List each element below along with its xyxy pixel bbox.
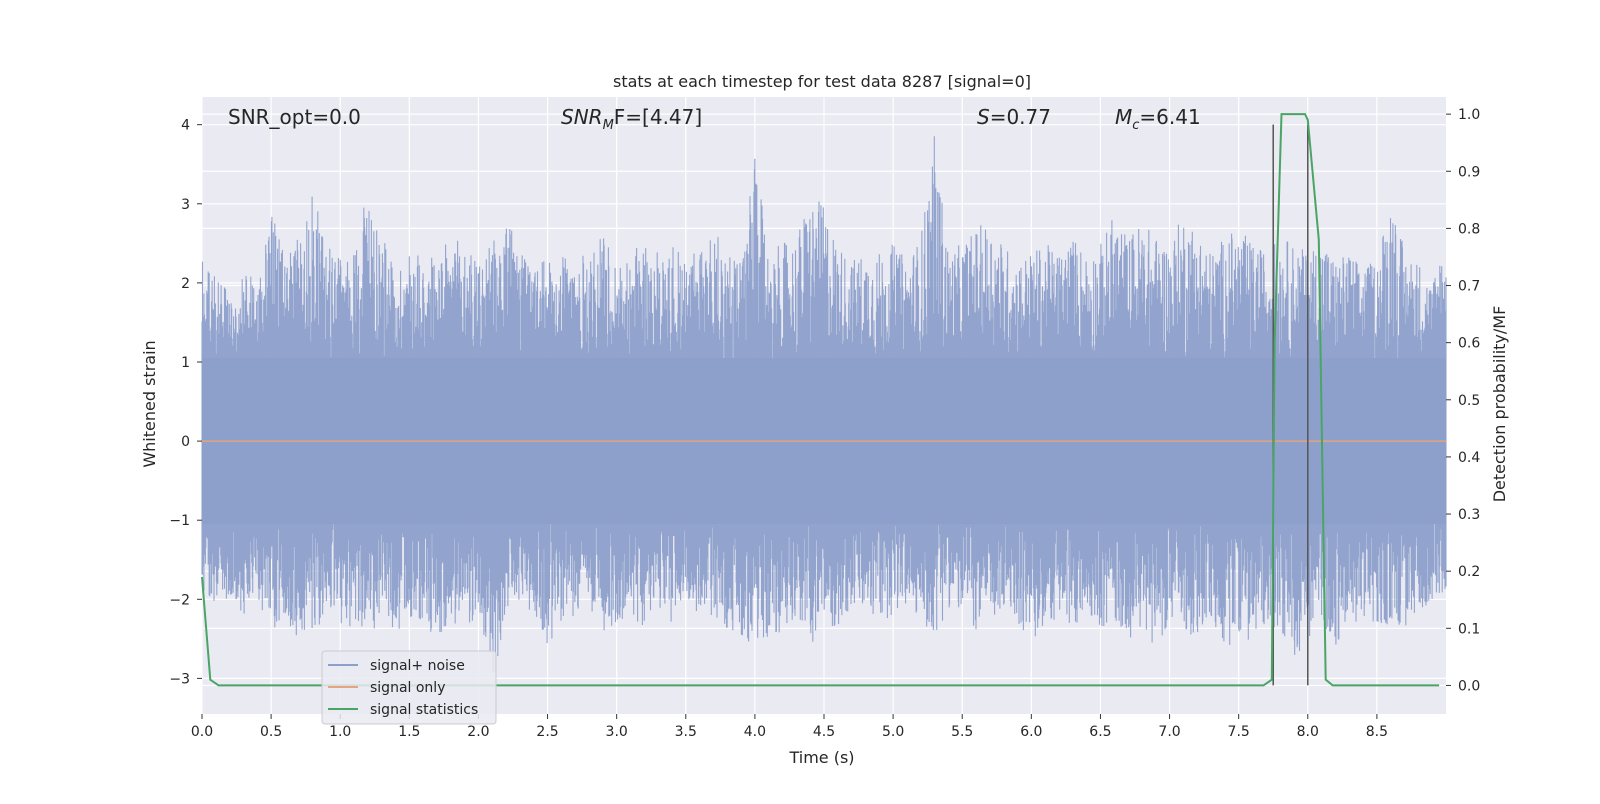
- y-right-tick-label: 0.9: [1458, 164, 1480, 180]
- y-tick-label: 2: [181, 276, 190, 292]
- x-axis-label: Time (s): [788, 748, 854, 767]
- y-tick-label: −3: [169, 671, 190, 687]
- snr-mf-subscript: M: [603, 118, 614, 133]
- mc-annotation: Mc=6.41: [1115, 105, 1201, 133]
- x-tick-label: 2.5: [536, 724, 558, 740]
- x-tick-label: 2.0: [467, 724, 489, 740]
- y-right-tick-label: 0.3: [1458, 507, 1480, 523]
- x-tick-label: 6.5: [1089, 724, 1111, 740]
- x-tick-label: 1.5: [398, 724, 420, 740]
- snr-mf-prefix: SNR: [561, 105, 603, 129]
- y-right-tick-label: 0.7: [1458, 279, 1480, 295]
- x-tick-label: 0.0: [191, 724, 213, 740]
- y-tick-label: 3: [181, 197, 190, 213]
- s-annotation: S=0.77: [977, 105, 1051, 129]
- y-axis-label: Whitened strain: [140, 340, 159, 467]
- snr-mf-annotation: SNRMF=[4.47]: [561, 105, 702, 133]
- x-tick-label: 3.0: [606, 724, 628, 740]
- x-tick-label: 7.0: [1158, 724, 1180, 740]
- x-tick-label: 1.0: [329, 724, 351, 740]
- mc-subscript: c: [1132, 118, 1139, 133]
- data-layer: [201, 113, 1447, 687]
- x-tick-label: 4.5: [813, 724, 835, 740]
- legend-box: [321, 650, 497, 725]
- y-right-tick-label: 0.2: [1458, 564, 1480, 580]
- s-prefix: S: [977, 105, 990, 129]
- snr-opt-annotation: SNR_opt=0.0: [228, 105, 361, 129]
- x-tick-label: 3.5: [675, 724, 697, 740]
- s-suffix: =0.77: [990, 105, 1051, 129]
- x-tick-label: 7.5: [1228, 724, 1250, 740]
- y-tick-label: −1: [169, 513, 190, 529]
- snr-mf-suffix: F=[4.47]: [614, 105, 702, 129]
- mc-prefix: M: [1115, 105, 1132, 129]
- y-tick-label: 1: [181, 355, 190, 371]
- legend-label-signal-only: signal only: [370, 680, 445, 696]
- x-tick-label: 5.5: [951, 724, 973, 740]
- y-right-tick-label: 0.0: [1458, 678, 1480, 694]
- legend: signal+ noise signal only signal statist…: [321, 650, 497, 725]
- x-tick-label: 8.5: [1366, 724, 1388, 740]
- legend-label-signal-statistics: signal statistics: [370, 702, 478, 718]
- chart-title: stats at each timestep for test data 828…: [613, 72, 1031, 91]
- y-right-tick-label: 0.5: [1458, 393, 1480, 409]
- x-tick-label: 6.0: [1020, 724, 1042, 740]
- y-right-tick-label: 0.1: [1458, 621, 1480, 637]
- axes: 0.0 0.5 1.0 1.5 2.0 2.5 3.0 3.5 4.0 4.5 5.0 5.5 6.0 6…: [169, 107, 1480, 740]
- y-tick-label: 4: [181, 118, 190, 134]
- y-right-tick-label: 0.8: [1458, 221, 1480, 237]
- y-tick-label: −2: [169, 592, 190, 608]
- x-tick-label: 5.0: [882, 724, 904, 740]
- y-axis-right-label: Detection probability/MF: [1490, 306, 1509, 503]
- x-tick-label: 4.0: [744, 724, 766, 740]
- mc-suffix: =6.41: [1139, 105, 1200, 129]
- y-tick-label: 0: [181, 434, 190, 450]
- legend-label-signal-noise: signal+ noise: [370, 658, 465, 674]
- y-right-tick-label: 0.4: [1458, 450, 1480, 466]
- x-tick-label: 8.0: [1297, 724, 1319, 740]
- x-tick-label: 0.5: [260, 724, 282, 740]
- y-right-tick-label: 1.0: [1458, 107, 1480, 123]
- y-right-tick-label: 0.6: [1458, 336, 1480, 352]
- series-signal-statistics: [201, 113, 1440, 687]
